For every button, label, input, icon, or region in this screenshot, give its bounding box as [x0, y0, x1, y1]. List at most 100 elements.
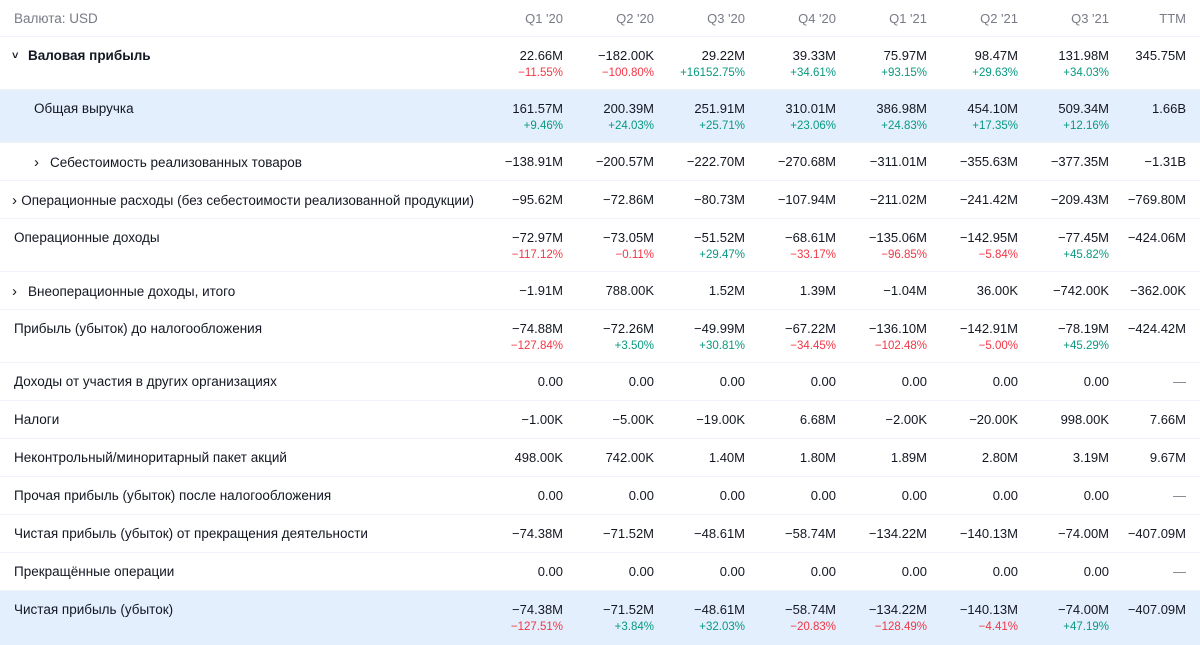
value-cell: 0.00	[838, 553, 929, 580]
non-operating-income-row[interactable]: › Внеоперационные доходы, итого −1.91M 788.…	[0, 272, 1200, 310]
value: −270.68M	[777, 154, 836, 169]
value-cell: −49.99M +30.81%	[656, 310, 747, 354]
period-header: Q1 '20	[525, 10, 563, 26]
value: −2.00K	[885, 412, 927, 427]
value: —	[1173, 374, 1186, 389]
value-cell: 998.00K	[1020, 401, 1111, 428]
value-cell: −74.38M −127.51%	[474, 591, 565, 635]
value-cell: −2.00K	[838, 401, 929, 428]
value-cell: 345.75M	[1111, 37, 1200, 64]
row-label: Чистая прибыль (убыток) от прекращения д…	[0, 515, 474, 541]
change-percent: −128.49%	[874, 621, 927, 633]
change-percent: −117.12%	[511, 249, 563, 261]
change-percent: −4.41%	[978, 621, 1018, 633]
value-cell: −48.61M +32.03%	[656, 591, 747, 635]
operating-expenses-row[interactable]: › Операционные расходы (без себестоимости…	[0, 181, 1200, 219]
value-cell: 0.00	[747, 477, 838, 504]
value-cell: 0.00	[474, 363, 565, 390]
value-cell: −270.68M	[747, 143, 838, 170]
change-percent: +29.63%	[972, 67, 1018, 79]
value-cell: −20.00K	[929, 401, 1020, 428]
value-cell: −107.94M	[747, 181, 838, 208]
value: −1.91M	[519, 283, 563, 298]
cost-of-goods-row[interactable]: › Себестоимость реализованных товаров −138…	[0, 143, 1200, 181]
chevron-right-icon[interactable]: ›	[12, 283, 17, 300]
row-label-text: Прекращённые операции	[14, 564, 175, 579]
change-percent: +9.46%	[523, 120, 563, 132]
value: 131.98M	[1058, 48, 1109, 63]
value: −71.52M	[603, 602, 654, 617]
value-cell: −71.52M	[565, 515, 656, 542]
total-revenue-row: Общая выручка 161.57M +9.46% 200.39M +24.03%…	[0, 90, 1200, 143]
row-label-text: Чистая прибыль (убыток)	[14, 602, 174, 617]
row-label[interactable]: › Себестоимость реализованных товаров	[0, 143, 474, 171]
value: −140.13M	[959, 526, 1018, 541]
change-percent: +3.50%	[614, 340, 654, 352]
value-cell: −74.00M +47.19%	[1020, 591, 1111, 635]
gross-profit-row[interactable]: ˅ Валовая прибыль 22.66M −11.55% −182.00K −10…	[0, 37, 1200, 90]
change-percent: −33.17%	[790, 249, 836, 261]
value-cell: 0.00	[565, 553, 656, 580]
row-label[interactable]: ˅ Валовая прибыль	[0, 37, 474, 63]
value: 0.00	[901, 564, 927, 579]
row-label-text: Себестоимость реализованных товаров	[50, 155, 302, 170]
value: −107.94M	[777, 192, 836, 207]
row-label-text: Доходы от участия в других организациях	[14, 374, 277, 389]
value-cell: 9.67M	[1111, 439, 1200, 466]
value: 0.00	[992, 564, 1018, 579]
value-cell: −72.86M	[565, 181, 656, 208]
value: −1.31B	[1144, 154, 1186, 169]
value: −1.04M	[883, 283, 927, 298]
equity-in-earnings-row: Доходы от участия в других организациях 0…	[0, 363, 1200, 401]
value-cell: −200.57M	[565, 143, 656, 170]
value-cell: 1.39M	[747, 272, 838, 299]
value: 0.00	[992, 488, 1018, 503]
value: −742.00K	[1052, 283, 1109, 298]
row-label[interactable]: › Операционные расходы (без себестоимости…	[0, 181, 474, 209]
value: 251.91M	[694, 101, 745, 116]
value: 998.00K	[1060, 412, 1109, 427]
chevron-right-icon[interactable]: ›	[34, 154, 39, 171]
row-label: Доходы от участия в других организациях	[0, 363, 474, 389]
row-label[interactable]: › Внеоперационные доходы, итого	[0, 272, 474, 300]
value: −424.06M	[1127, 230, 1186, 245]
value: —	[1173, 564, 1186, 579]
change-percent: −100.80%	[601, 67, 654, 79]
value-cell: 251.91M +25.71%	[656, 90, 747, 134]
change-percent: −34.45%	[790, 340, 836, 352]
value-cell: −58.74M −20.83%	[747, 591, 838, 635]
taxes-row: Налоги −1.00K −5.00K −19.00K 6.68M −2.00K −20.…	[0, 401, 1200, 439]
change-percent: +25.71%	[699, 120, 745, 132]
value: 36.00K	[976, 283, 1018, 298]
pretax-income-row: Прибыль (убыток) до налогообложения −74.8…	[0, 310, 1200, 363]
value-cell: 200.39M +24.03%	[565, 90, 656, 134]
value-cell: −80.73M	[656, 181, 747, 208]
change-percent: +34.61%	[790, 67, 836, 79]
change-percent: +12.16%	[1063, 120, 1109, 132]
value: 0.00	[719, 488, 745, 503]
row-label-text: Валовая прибыль	[28, 48, 151, 63]
value-cell: −51.52M +29.47%	[656, 219, 747, 263]
value-cell: −222.70M	[656, 143, 747, 170]
value: 1.89M	[890, 450, 927, 465]
value: −135.06M	[868, 230, 927, 245]
change-percent: +34.03%	[1063, 67, 1109, 79]
value-cell: 0.00	[656, 477, 747, 504]
value-cell: 98.47M +29.63%	[929, 37, 1020, 81]
value-cell: 2.80M	[929, 439, 1020, 466]
value: −74.38M	[512, 602, 563, 617]
value-cell: −134.22M	[838, 515, 929, 542]
change-percent: −11.55%	[518, 67, 563, 79]
table-header: Валюта: USD Q1 '20 Q2 '20 Q3 '20 Q4 '20 …	[0, 0, 1200, 37]
value: −74.38M	[512, 526, 563, 541]
value: −73.05M	[603, 230, 654, 245]
value-cell: −74.38M	[474, 515, 565, 542]
value: −51.52M	[694, 230, 745, 245]
value: −48.61M	[694, 602, 745, 617]
discontinued-operations-row: Прекращённые операции 0.00 0.00 0.00 0.00 0.0…	[0, 553, 1200, 591]
value: 3.19M	[1072, 450, 1109, 465]
chevron-right-icon[interactable]: ›	[12, 192, 17, 209]
value: −134.22M	[868, 602, 927, 617]
value-cell: 0.00	[474, 553, 565, 580]
chevron-down-icon[interactable]: ˅	[12, 49, 19, 62]
